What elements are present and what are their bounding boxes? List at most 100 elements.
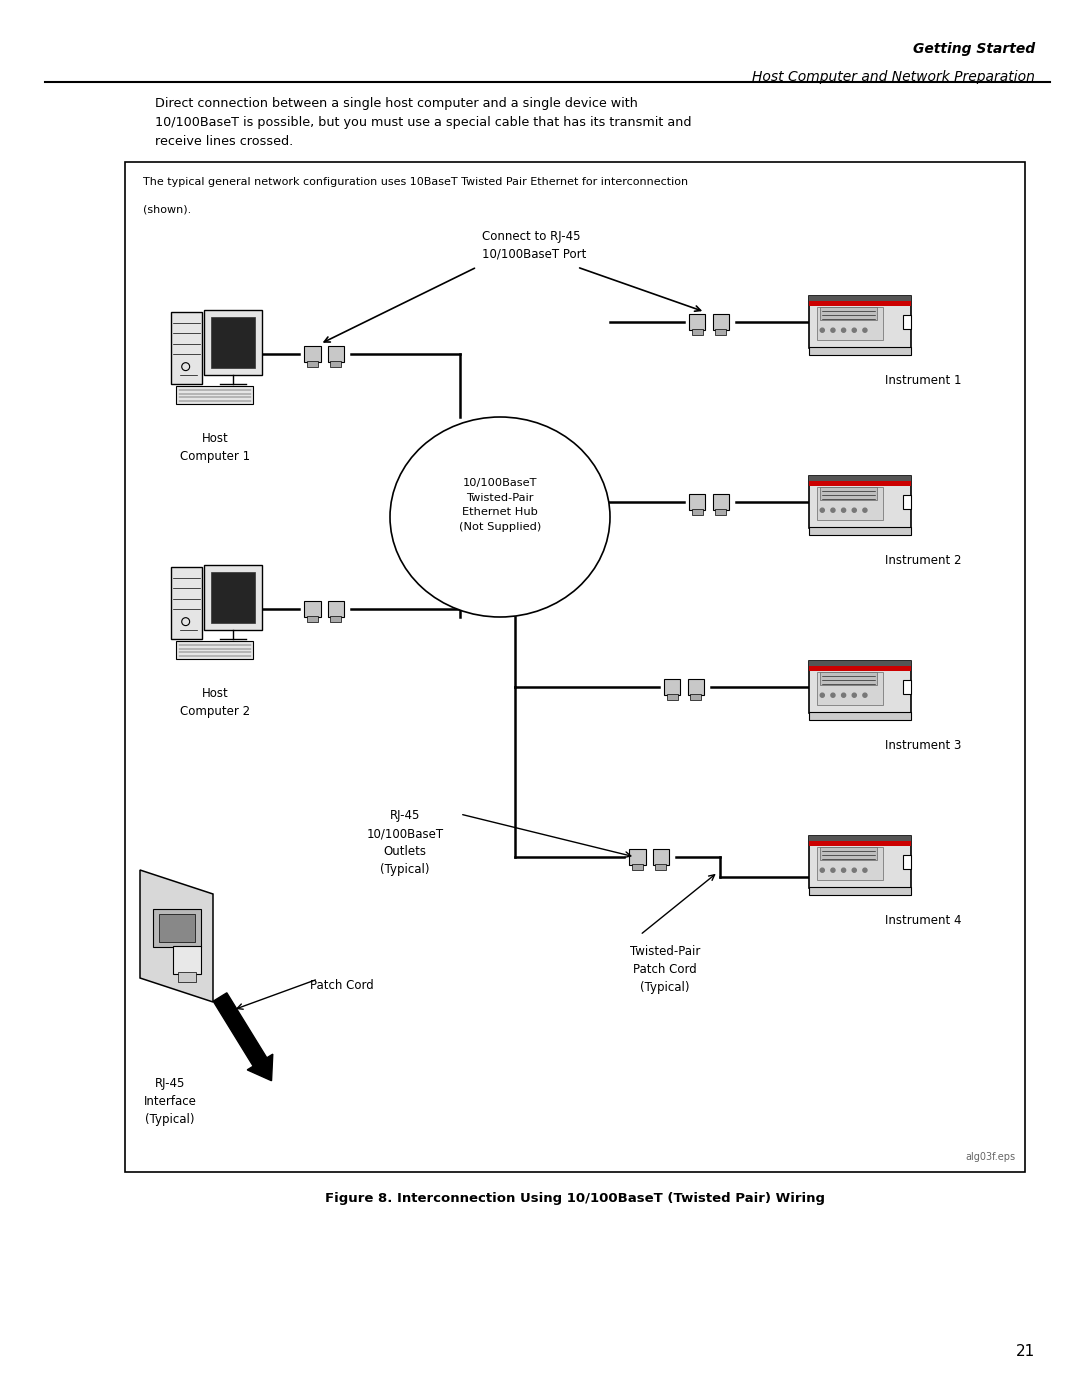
Bar	[330, 616, 341, 622]
Bar	[690, 694, 701, 700]
Circle shape	[863, 693, 867, 697]
Circle shape	[852, 868, 856, 872]
Bar	[652, 849, 669, 865]
Bar	[713, 314, 729, 330]
Bar	[820, 307, 877, 320]
Text: Twisted-Pair
Patch Cord
(Typical): Twisted-Pair Patch Cord (Typical)	[630, 944, 700, 995]
Bar	[903, 855, 910, 869]
Circle shape	[841, 868, 846, 872]
Bar	[307, 362, 318, 366]
Bar	[159, 914, 195, 942]
Bar	[632, 865, 643, 869]
Polygon shape	[140, 870, 213, 1002]
Circle shape	[841, 328, 846, 332]
Bar	[630, 849, 646, 865]
Bar	[809, 476, 910, 481]
Bar	[818, 307, 883, 339]
Bar	[809, 296, 910, 348]
Text: Patch Cord: Patch Cord	[310, 979, 374, 992]
Text: Getting Started: Getting Started	[913, 42, 1035, 56]
Text: (shown).: (shown).	[143, 204, 191, 214]
Bar	[305, 601, 321, 617]
Circle shape	[820, 693, 824, 697]
Text: alg03f.eps: alg03f.eps	[964, 1153, 1015, 1162]
Bar	[656, 865, 666, 869]
Circle shape	[831, 868, 835, 872]
Circle shape	[820, 868, 824, 872]
Circle shape	[841, 509, 846, 513]
Bar	[809, 712, 910, 719]
Circle shape	[831, 509, 835, 513]
Circle shape	[863, 509, 867, 513]
Bar	[171, 567, 202, 640]
Bar	[212, 317, 255, 369]
FancyArrow shape	[213, 993, 273, 1081]
Text: Instrument 2: Instrument 2	[885, 555, 961, 567]
Text: RJ-45
10/100BaseT
Outlets
(Typical): RJ-45 10/100BaseT Outlets (Typical)	[366, 809, 444, 876]
Bar	[664, 679, 680, 696]
Circle shape	[831, 693, 835, 697]
Bar	[809, 300, 910, 306]
Circle shape	[863, 328, 867, 332]
Bar	[692, 330, 703, 335]
Bar	[689, 314, 705, 330]
Text: Direct connection between a single host computer and a single device with
10/100: Direct connection between a single host …	[156, 96, 691, 148]
Bar	[715, 509, 726, 514]
Bar	[903, 496, 910, 509]
Bar	[689, 495, 705, 510]
Circle shape	[863, 868, 867, 872]
Bar	[715, 330, 726, 335]
Bar	[212, 573, 255, 623]
Text: Host Computer and Network Preparation: Host Computer and Network Preparation	[752, 70, 1035, 84]
Bar	[809, 296, 910, 300]
Circle shape	[820, 509, 824, 513]
Bar	[667, 694, 678, 700]
Bar	[809, 476, 910, 528]
Text: Host
Computer 2: Host Computer 2	[180, 687, 251, 718]
Circle shape	[852, 693, 856, 697]
Text: Connect to RJ-45
10/100BaseT Port: Connect to RJ-45 10/100BaseT Port	[482, 229, 586, 260]
Bar	[820, 847, 877, 861]
Circle shape	[841, 693, 846, 697]
Bar	[173, 946, 201, 974]
Circle shape	[831, 328, 835, 332]
Bar	[330, 362, 341, 366]
Bar	[809, 481, 910, 486]
Text: 10/100BaseT
Twisted-Pair
Ethernet Hub
(Not Supplied): 10/100BaseT Twisted-Pair Ethernet Hub (N…	[459, 478, 541, 532]
Bar	[171, 312, 202, 384]
Circle shape	[820, 328, 824, 332]
Circle shape	[852, 328, 856, 332]
Bar	[809, 661, 910, 666]
Bar	[820, 488, 877, 500]
Text: 21: 21	[1016, 1344, 1035, 1359]
Bar	[327, 346, 343, 362]
Bar	[809, 841, 910, 845]
Bar	[176, 641, 254, 658]
Bar	[713, 495, 729, 510]
Text: RJ-45
Interface
(Typical): RJ-45 Interface (Typical)	[144, 1077, 197, 1126]
Bar	[809, 666, 910, 671]
Bar	[307, 616, 318, 622]
Bar	[818, 672, 883, 705]
Bar	[692, 509, 703, 514]
Ellipse shape	[390, 416, 610, 617]
Bar	[327, 601, 343, 617]
Text: Instrument 4: Instrument 4	[885, 914, 961, 928]
Bar	[178, 972, 195, 982]
Bar	[176, 386, 254, 404]
Text: The typical general network configuration uses 10BaseT Twisted Pair Ethernet for: The typical general network configuratio…	[143, 177, 688, 187]
Bar	[809, 887, 910, 895]
Bar	[204, 566, 262, 630]
Text: Figure 8. Interconnection Using 10/100BaseT (Twisted Pair) Wiring: Figure 8. Interconnection Using 10/100Ba…	[325, 1192, 825, 1206]
Bar	[903, 680, 910, 693]
Bar	[125, 162, 1025, 1172]
Bar	[820, 672, 877, 686]
Bar	[809, 528, 910, 535]
Bar	[809, 835, 910, 888]
Bar	[809, 835, 910, 841]
Bar	[153, 909, 201, 947]
Bar	[809, 661, 910, 714]
Bar	[818, 847, 883, 880]
Bar	[903, 316, 910, 328]
Bar	[305, 346, 321, 362]
